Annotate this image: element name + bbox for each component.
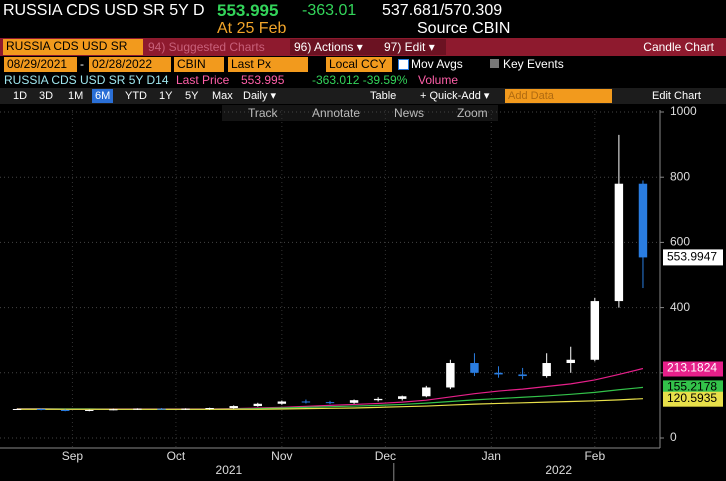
chart: 02004006008001000SepOctNovDecJanFeb20212… — [0, 105, 723, 481]
legend-change: -363.012 -39.59% — [312, 73, 408, 87]
ma-value-box — [663, 391, 723, 407]
candle-body — [542, 363, 551, 377]
candle-body — [12, 408, 22, 410]
year-label: 2021 — [216, 463, 243, 477]
ma-value-box — [663, 380, 723, 396]
candle-body — [205, 408, 214, 410]
candle-body — [518, 374, 527, 377]
moving-average — [17, 386, 644, 410]
mov-avgs: Mov Avgs — [411, 57, 463, 71]
edit-menu[interactable]: 97) Edit ▾ — [380, 39, 446, 55]
security-title: RUSSIA CDS USD SR 5Y D — [3, 2, 205, 19]
year-label: 2022 — [545, 463, 572, 477]
add-data-input[interactable]: Add Data — [505, 89, 612, 103]
candle-body — [590, 301, 600, 360]
start-date[interactable]: 08/29/2021 — [4, 57, 77, 72]
candle-body — [398, 396, 407, 399]
period-button[interactable]: 6M — [92, 89, 114, 103]
candle-body — [446, 363, 455, 388]
y-tick-label: 800 — [670, 169, 690, 183]
x-tick-label: Oct — [167, 449, 186, 463]
candle-body — [494, 372, 503, 375]
period-button[interactable]: 1M — [68, 90, 84, 102]
candle-body — [181, 408, 190, 410]
legend-volume: Volume — [418, 73, 459, 87]
last-value-box — [663, 249, 723, 266]
candle-body — [253, 403, 262, 407]
candle-body — [229, 406, 238, 409]
currency-select[interactable]: Local CCY — [326, 57, 392, 72]
y-tick-label: 0 — [670, 430, 677, 444]
x-tick-label: Feb — [584, 449, 605, 463]
period-button[interactable]: 1D — [13, 90, 28, 102]
actions-menu[interactable]: 96) Actions ▾ — [290, 39, 380, 55]
candle-body — [36, 408, 46, 410]
end-date[interactable]: 02/28/2022 — [89, 57, 171, 72]
suggested-charts[interactable]: 94) Suggested Charts — [148, 40, 265, 54]
period-button[interactable]: 3D — [39, 90, 54, 102]
date-dash: - — [80, 57, 84, 71]
moving-average — [17, 398, 643, 410]
bid-ask: 537.681/570.309 — [382, 2, 503, 19]
ticker-input[interactable]: RUSSIA CDS USD SR — [3, 39, 143, 55]
legend-last-price: 553.995 — [241, 73, 285, 87]
period-button[interactable]: 1Y — [159, 90, 173, 102]
last-value-label: 553.9947 — [667, 250, 717, 264]
candle-body — [349, 400, 359, 403]
as-of: At 25 Feb — [217, 20, 287, 37]
candle-body — [373, 398, 383, 401]
edit-chart[interactable]: Edit Chart — [652, 90, 701, 102]
legend-security: RUSSIA CDS USD SR 5Y D14 — [4, 73, 169, 87]
candle-body — [470, 363, 479, 373]
chart-tool[interactable]: Zoom — [457, 106, 488, 120]
x-tick-label: Sep — [62, 449, 84, 463]
candle-body — [277, 401, 287, 404]
candle-body — [325, 402, 335, 404]
field-select[interactable]: Last Px — [228, 57, 308, 72]
candle-body — [60, 409, 70, 411]
x-tick-label: Dec — [375, 449, 396, 463]
last-price: 553.995 — [217, 1, 279, 20]
y-tick-label: 1000 — [670, 105, 697, 118]
source: Source CBIN — [417, 20, 511, 37]
key-events-checkbox[interactable] — [490, 59, 499, 68]
candle-body — [422, 387, 431, 397]
ma-value-label: 120.5935 — [667, 391, 717, 405]
frequency[interactable]: Daily ▾ — [243, 90, 277, 102]
x-tick-label: Nov — [271, 449, 292, 463]
quick-add[interactable]: + Quick-Add ▾ — [420, 90, 490, 102]
y-tick-label: 600 — [670, 235, 690, 249]
chart-toolbar — [222, 105, 498, 121]
legend-last-label: Last Price — [176, 73, 230, 87]
candle-body — [109, 409, 118, 411]
chart-tool[interactable]: Track — [248, 106, 278, 120]
source-select[interactable]: CBIN — [174, 57, 224, 72]
candle-body — [133, 408, 142, 410]
period-button[interactable]: 5Y — [185, 90, 199, 102]
chart-type: Candle Chart — [643, 40, 714, 54]
period-button[interactable]: YTD — [125, 90, 147, 102]
key-events: Key Events — [503, 57, 564, 71]
mov-avgs-checkbox[interactable] — [398, 59, 409, 70]
net-change: -363.01 — [302, 2, 357, 19]
x-tick-label: Jan — [482, 449, 501, 463]
y-tick-label: 400 — [670, 300, 690, 314]
candle-body — [638, 183, 648, 258]
ma-value-box — [663, 361, 723, 377]
candle-body — [566, 359, 575, 364]
chart-tool[interactable]: News — [394, 106, 425, 120]
period-button[interactable]: Max — [212, 90, 233, 102]
table-button[interactable]: Table — [370, 90, 397, 102]
candle-body — [85, 409, 94, 411]
ma-value-label: 155.2178 — [667, 380, 717, 394]
candle-body — [614, 183, 624, 302]
ma-value-label: 213.1824 — [667, 361, 717, 375]
candle-body — [157, 408, 166, 410]
chart-tool[interactable]: Annotate — [312, 106, 361, 120]
candle-body — [301, 401, 311, 403]
